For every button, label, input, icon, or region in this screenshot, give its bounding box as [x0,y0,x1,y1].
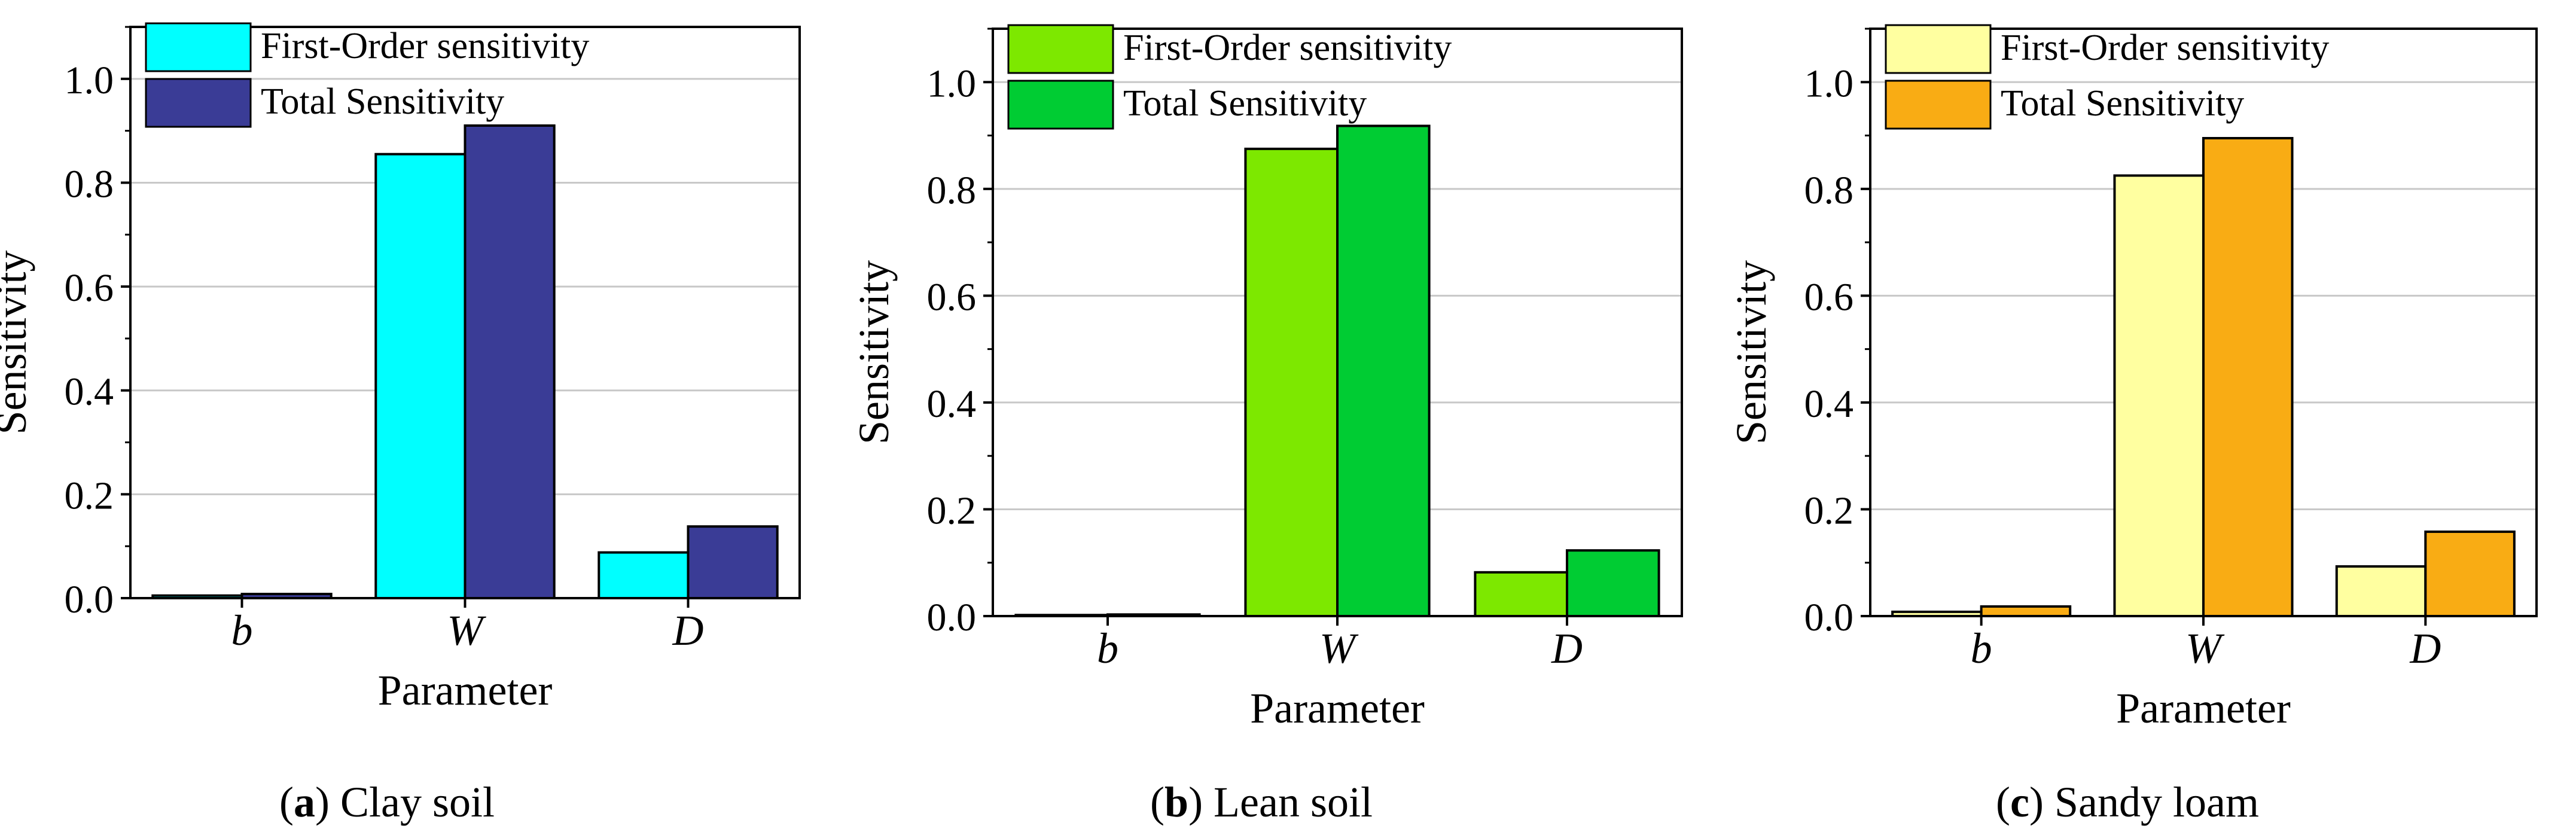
y-axis-label: Sensitivity [850,260,898,444]
chart-panel-b: 0.0 0.2 0.4 0.6 0.8 1.0 b W D Sensitivity Paramete… [850,24,1683,732]
legend-swatch [145,22,252,72]
legend-swatch [1885,80,1992,130]
bar-D-series-2 [1566,549,1660,617]
y-tick-label: 0.2 [1804,489,1854,532]
bar-b-series-2 [1980,605,2072,617]
legend-label: Total Sensitivity [2001,83,2244,124]
chart-panel-c: 0.0 0.2 0.4 0.6 0.8 1.0 b W D Sensitivity Paramete… [1727,24,2538,732]
y-tick-label: 0.4 [927,382,977,426]
x-tick-label: D [2409,624,2441,672]
y-tick-label: 1.0 [927,62,977,105]
bar-W-series-2 [464,124,556,600]
y-tick-label: 0.0 [927,596,977,639]
caption-letter: b [1164,778,1189,826]
bar-W-series-2 [2202,137,2294,617]
legend: First-Order sensitivity Total Sensitivity [1885,24,2329,130]
plot-frame [129,26,801,599]
y-tick-label: 0.6 [927,275,977,319]
x-tick-label: W [2185,624,2225,672]
y-tick-label: 1.0 [65,59,114,102]
bar-D-series-1 [2335,565,2427,618]
y-tick-label: 0.0 [65,578,114,621]
y-tick-label: 0.8 [1804,169,1854,212]
legend-label: First-Order sensitivity [261,26,589,66]
x-tick-label: D [1551,624,1583,672]
x-tick-label: b [231,607,253,654]
caption-c: (c) Sandy loam [1996,778,2259,826]
legend-swatch [145,78,252,128]
bar-D-series-2 [2424,530,2516,617]
legend-swatch [1007,24,1114,74]
x-tick-label: D [672,607,704,654]
bar-W-series-1 [374,153,467,600]
caption-text: Lean soil [1214,778,1373,826]
y-tick-label: 0.0 [1804,596,1854,639]
bar-D-series-1 [1474,571,1568,618]
y-tick-label: 0.4 [1804,382,1854,426]
legend-label: First-Order sensitivity [1123,28,1452,68]
caption-b: (b) Lean soil [1150,778,1373,826]
y-axis-label: Sensitivity [0,250,35,434]
y-tick-label: 0.4 [65,370,114,414]
caption-text: Sandy loam [2054,778,2259,826]
plot-frame [1869,28,2538,617]
y-tick-label: 0.8 [65,162,114,206]
x-axis-label: Parameter [1250,684,1425,732]
x-tick-label: b [1971,624,1992,672]
bar-W-series-1 [2113,174,2205,617]
y-tick-label: 0.2 [65,474,114,517]
caption-text: Clay soil [340,778,495,826]
caption-letter: c [2010,778,2029,826]
legend-label: Total Sensitivity [261,81,504,122]
chart-panel-a: 0.0 0.2 0.4 0.6 0.8 1.0 b W D Sensitivity Paramete… [0,22,801,714]
bar-D-series-2 [687,525,779,600]
bar-W-series-2 [1336,124,1431,617]
y-tick-label: 0.6 [65,266,114,310]
y-tick-label: 0.8 [927,169,977,212]
legend: First-Order sensitivity Total Sensitivity [1007,24,1452,130]
caption-a: (a) Clay soil [279,778,495,826]
caption-letter: a [293,778,315,826]
legend: First-Order sensitivity Total Sensitivity [145,22,589,128]
x-tick-label: W [1319,624,1359,672]
y-axis-label: Sensitivity [1727,260,1775,444]
x-axis-label: Parameter [378,666,553,714]
bar-W-series-1 [1244,147,1339,617]
legend-label: Total Sensitivity [1123,83,1367,124]
legend-swatch [1007,80,1114,130]
bar-D-series-1 [597,551,690,599]
x-tick-label: b [1097,624,1118,672]
plot-frame [992,28,1683,617]
legend-label: First-Order sensitivity [2001,28,2329,68]
y-tick-label: 0.6 [1804,275,1854,319]
legend-swatch [1885,24,1992,74]
x-axis-label: Parameter [2116,684,2291,732]
y-tick-label: 0.2 [927,489,977,532]
x-tick-label: W [447,607,487,654]
y-tick-label: 1.0 [1804,62,1854,105]
